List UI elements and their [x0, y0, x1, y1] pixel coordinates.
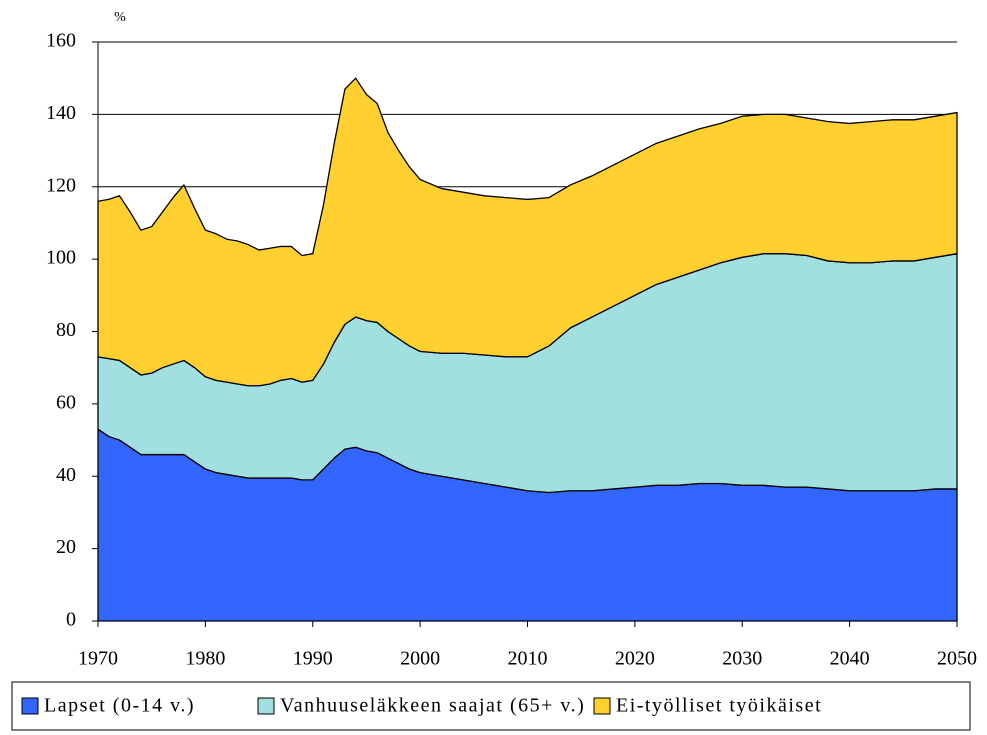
area	[97, 77, 958, 387]
legend-swatch	[593, 697, 611, 715]
y-tick-label: 80	[56, 319, 76, 341]
y-tick-label: 120	[46, 174, 76, 196]
x-tick-label: 2050	[937, 648, 977, 670]
y-tick-label: 40	[56, 464, 76, 486]
legend-label: Ei-työlliset työikäiset	[616, 695, 822, 717]
y-tick-label: 60	[56, 391, 76, 413]
y-tick-label: 140	[46, 102, 76, 124]
x-tick-label: 2030	[722, 648, 762, 670]
legend-label: Lapset (0-14 v.)	[44, 695, 195, 717]
legend-label: Vanhuuseläkkeen saajat (65+ v.)	[280, 695, 585, 717]
x-tick-label: 2040	[830, 648, 870, 670]
y-tick-label: 100	[46, 247, 76, 269]
x-tick-label: 2010	[508, 648, 548, 670]
y-axis-label: %	[114, 10, 126, 25]
x-tick-label: 1990	[293, 648, 333, 670]
legend-swatch	[257, 697, 275, 715]
y-tick-label: 0	[66, 609, 76, 631]
x-tick-label: 2000	[400, 648, 440, 670]
legend-swatch	[21, 697, 39, 715]
legend-box	[11, 681, 971, 731]
x-tick-label: 2020	[615, 648, 655, 670]
x-tick-label: 1970	[78, 648, 118, 670]
y-tick-label: 20	[56, 536, 76, 558]
y-tick-label: 160	[46, 30, 76, 52]
x-tick-label: 1980	[185, 648, 225, 670]
